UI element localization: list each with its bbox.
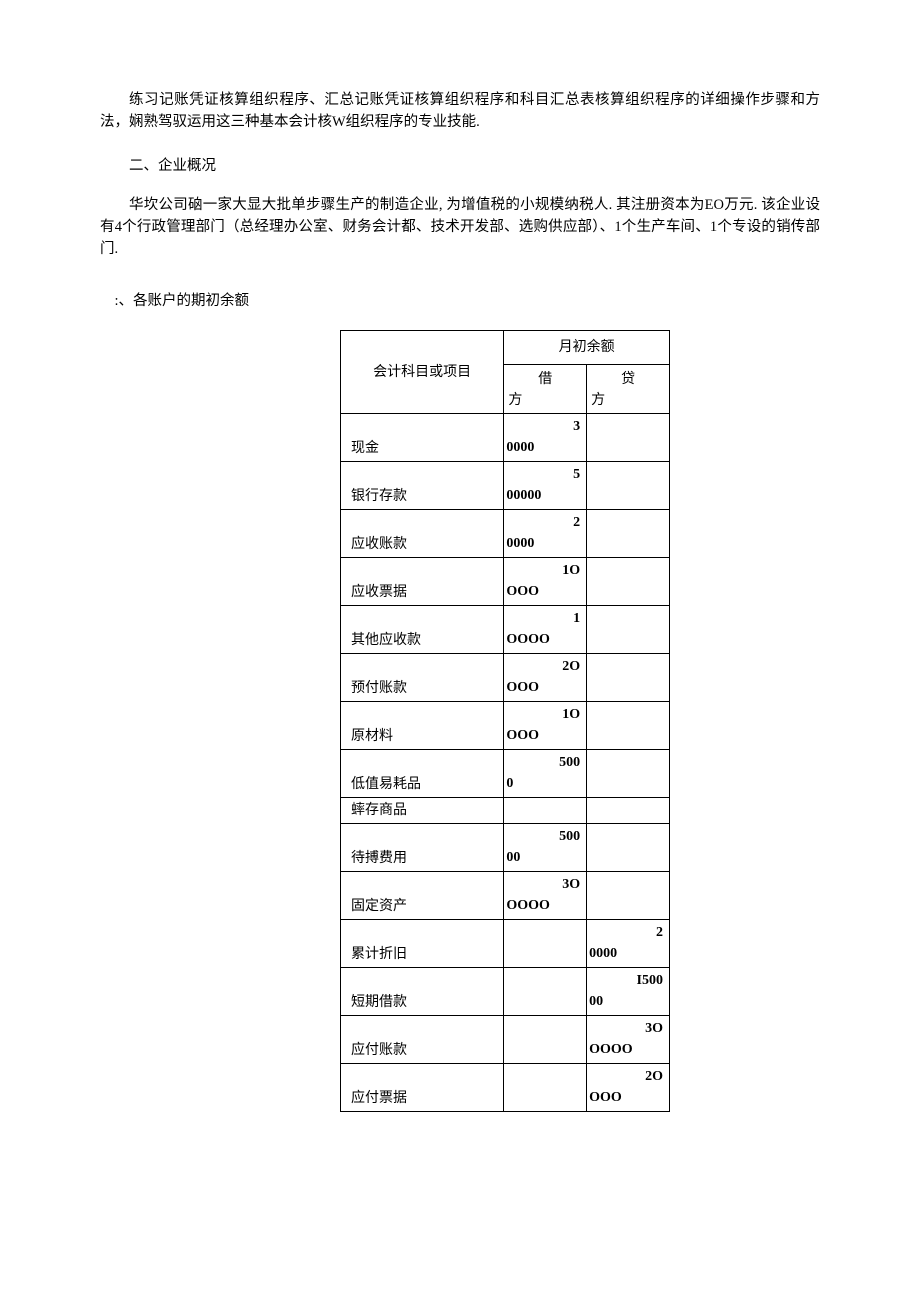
debit-cell: 20000 bbox=[504, 510, 587, 558]
account-cell: 短期借款 bbox=[341, 968, 504, 1016]
debit-cell: 1OOOO bbox=[504, 702, 587, 750]
account-cell: 低值易耗品 bbox=[341, 750, 504, 798]
account-label: 应付票据 bbox=[341, 1064, 503, 1111]
debit-cell: 1OOOO bbox=[504, 558, 587, 606]
table-row: 待搏费用50000 bbox=[341, 824, 670, 872]
account-cell: 固定资产 bbox=[341, 872, 504, 920]
account-label: 累计折旧 bbox=[341, 920, 503, 967]
page: 练习记账凭证核算组织程序、汇总记账凭证核算组织程序和科目汇总表核算组织程序的详细… bbox=[0, 0, 920, 1152]
header-row-1: 会计科目或项目 月初余额 bbox=[341, 331, 670, 365]
account-label: 应收账款 bbox=[341, 510, 503, 557]
account-cell: 应收账款 bbox=[341, 510, 504, 558]
header-balance: 月初余额 bbox=[504, 331, 670, 365]
credit-cell bbox=[587, 414, 670, 462]
credit-cell: 3OOOOO bbox=[587, 1016, 670, 1064]
account-label: 短期借款 bbox=[341, 968, 503, 1015]
table-row: 应付账款 3OOOOO bbox=[341, 1016, 670, 1064]
header-credit: 贷 方 bbox=[587, 365, 670, 414]
credit-cell bbox=[587, 798, 670, 824]
account-label: 低值易耗品 bbox=[341, 750, 503, 797]
account-cell: 应付账款 bbox=[341, 1016, 504, 1064]
table-row: 短期借款 I50000 bbox=[341, 968, 670, 1016]
debit-cell bbox=[504, 920, 587, 968]
paragraph-1: 练习记账凭证核算组织程序、汇总记账凭证核算组织程序和科目汇总表核算组织程序的详细… bbox=[100, 90, 820, 134]
header-credit-bot: 方 bbox=[587, 390, 669, 413]
balance-table: 会计科目或项目 月初余额 借 方 贷 方 现金30000银行存款500000应收… bbox=[340, 330, 670, 1112]
header-debit-bot: 方 bbox=[504, 390, 586, 413]
account-cell: 蟀存商品 bbox=[341, 798, 504, 824]
table-row: 其他应收款1OOOO bbox=[341, 606, 670, 654]
header-debit: 借 方 bbox=[504, 365, 587, 414]
debit-cell bbox=[504, 1016, 587, 1064]
account-cell: 待搏费用 bbox=[341, 824, 504, 872]
debit-cell: 50000 bbox=[504, 824, 587, 872]
account-label: 银行存款 bbox=[341, 462, 503, 509]
credit-cell: 20000 bbox=[587, 920, 670, 968]
debit-cell bbox=[504, 1064, 587, 1112]
account-cell: 累计折旧 bbox=[341, 920, 504, 968]
debit-cell: 2OOOO bbox=[504, 654, 587, 702]
section-2-title: 二、企业概况 bbox=[100, 156, 820, 178]
table-row: 低值易耗品5000 bbox=[341, 750, 670, 798]
header-debit-top: 借 bbox=[504, 365, 586, 390]
account-cell: 预付账款 bbox=[341, 654, 504, 702]
table-row: 蟀存商品 bbox=[341, 798, 670, 824]
debit-cell: 5000 bbox=[504, 750, 587, 798]
account-cell: 原材料 bbox=[341, 702, 504, 750]
account-label: 待搏费用 bbox=[341, 824, 503, 871]
account-label: 现金 bbox=[341, 414, 503, 461]
account-label: 预付账款 bbox=[341, 654, 503, 701]
debit-cell bbox=[504, 798, 587, 824]
credit-cell: I50000 bbox=[587, 968, 670, 1016]
account-label: 应付账款 bbox=[341, 1016, 503, 1063]
account-cell: 其他应收款 bbox=[341, 606, 504, 654]
credit-cell bbox=[587, 824, 670, 872]
account-cell: 应付票据 bbox=[341, 1064, 504, 1112]
credit-cell bbox=[587, 558, 670, 606]
table-row: 现金30000 bbox=[341, 414, 670, 462]
debit-cell: 1OOOO bbox=[504, 606, 587, 654]
table-row: 固定资产3OOOOO bbox=[341, 872, 670, 920]
table-row: 应收账款20000 bbox=[341, 510, 670, 558]
account-cell: 应收票据 bbox=[341, 558, 504, 606]
debit-cell bbox=[504, 968, 587, 1016]
paragraph-2: 华坎公司硇一家大显大批单步骤生产的制造企业, 为增值税的小规模纳税人. 其注册资… bbox=[100, 195, 820, 260]
header-account: 会计科目或项目 bbox=[341, 331, 504, 414]
table-row: 原材料1OOOO bbox=[341, 702, 670, 750]
credit-cell bbox=[587, 702, 670, 750]
debit-cell: 3OOOOO bbox=[504, 872, 587, 920]
debit-cell: 30000 bbox=[504, 414, 587, 462]
account-label: 固定资产 bbox=[341, 872, 503, 919]
credit-cell bbox=[587, 510, 670, 558]
account-cell: 银行存款 bbox=[341, 462, 504, 510]
header-credit-top: 贷 bbox=[587, 365, 669, 390]
table-row: 银行存款500000 bbox=[341, 462, 670, 510]
sub-title: :、各账户的期初余额 bbox=[100, 291, 820, 313]
credit-cell bbox=[587, 606, 670, 654]
account-label: 原材料 bbox=[341, 702, 503, 749]
credit-cell bbox=[587, 872, 670, 920]
credit-cell bbox=[587, 462, 670, 510]
table-row: 应付票据 2OOOO bbox=[341, 1064, 670, 1112]
account-label: 其他应收款 bbox=[341, 606, 503, 653]
account-label: 应收票据 bbox=[341, 558, 503, 605]
table-row: 预付账款2OOOO bbox=[341, 654, 670, 702]
credit-cell bbox=[587, 750, 670, 798]
account-cell: 现金 bbox=[341, 414, 504, 462]
debit-cell: 500000 bbox=[504, 462, 587, 510]
credit-cell: 2OOOO bbox=[587, 1064, 670, 1112]
credit-cell bbox=[587, 654, 670, 702]
table-row: 应收票据1OOOO bbox=[341, 558, 670, 606]
table-row: 累计折旧 20000 bbox=[341, 920, 670, 968]
